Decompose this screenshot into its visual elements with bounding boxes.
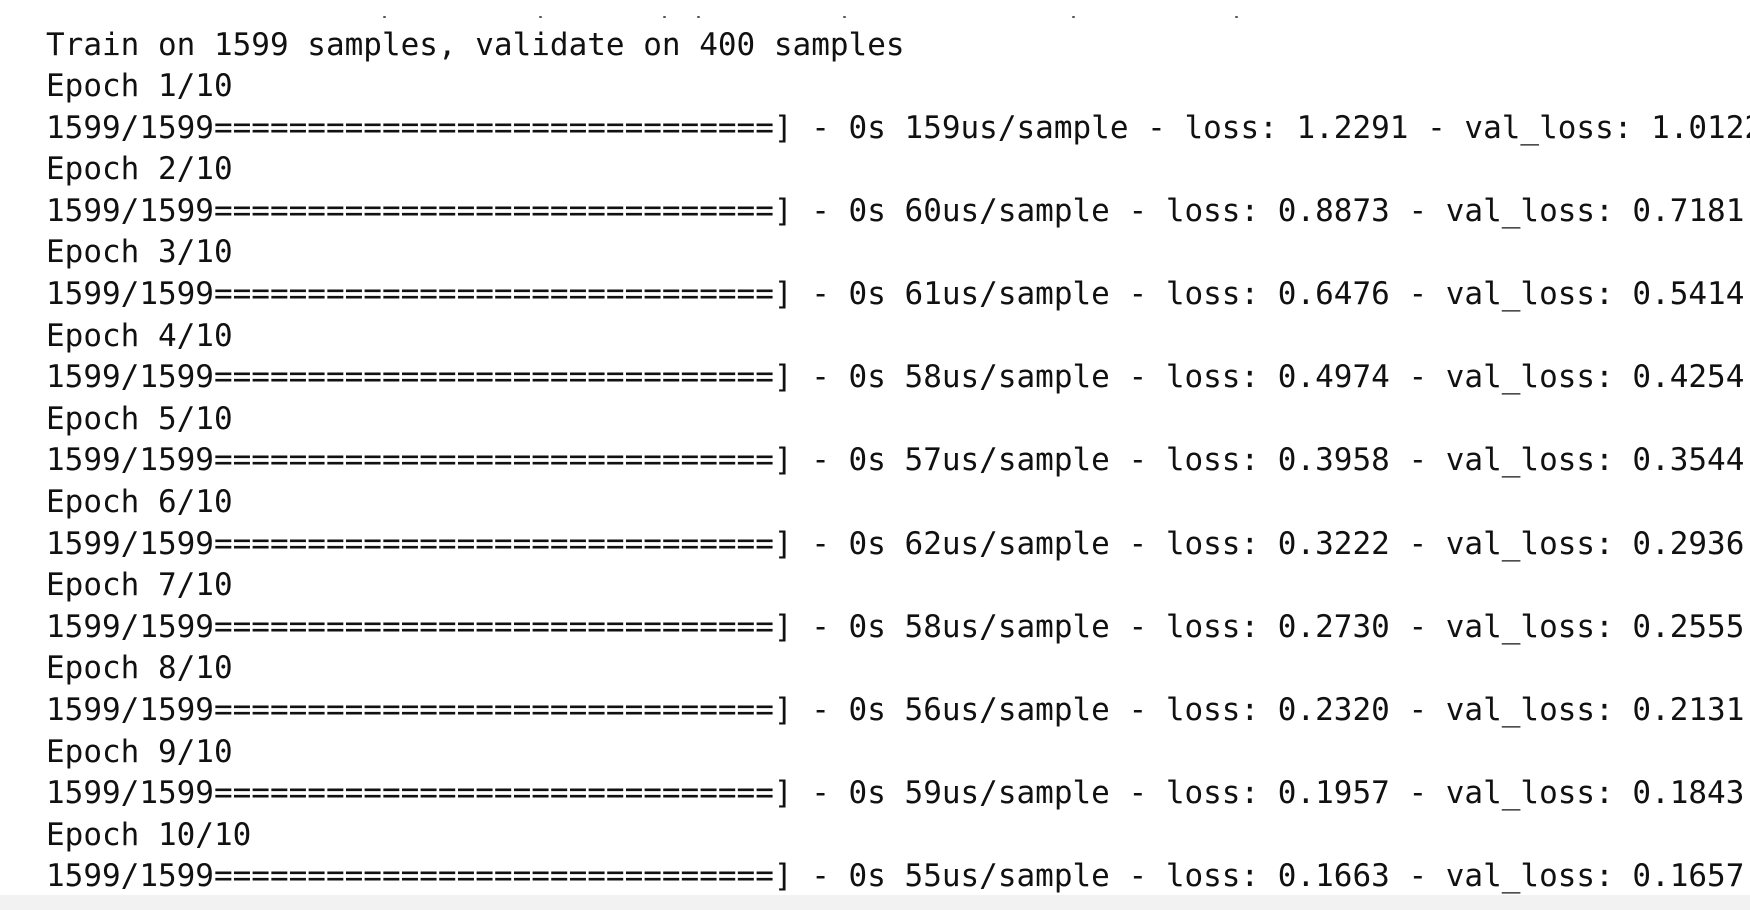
epoch-block: Epoch 5/10 1599/1599=====================…	[46, 399, 1745, 482]
epoch-label: Epoch 8/10	[46, 650, 233, 687]
epoch-progress-line: 1599/1599==============================]…	[46, 442, 1745, 479]
epoch-progress-line: 1599/1599==============================]…	[46, 192, 1745, 229]
epoch-block: Epoch 2/10 1599/1599=====================…	[46, 149, 1745, 232]
epoch-progress-line: 1599/1599==============================]…	[46, 691, 1745, 728]
bottom-edge	[0, 895, 1750, 910]
epoch-block: Epoch 6/10 1599/1599=====================…	[46, 482, 1745, 565]
epoch-progress-line: 1599/1599==============================]…	[46, 775, 1745, 812]
epoch-label: Epoch 7/10	[46, 567, 233, 604]
log-lines: Train on 1599 samples, validate on 400 s…	[46, 24, 1750, 898]
epoch-label: Epoch 6/10	[46, 483, 233, 520]
epoch-label: Epoch 1/10	[46, 68, 233, 104]
epoch-list: Epoch 1/10 1599/1599=====================…	[46, 66, 1750, 898]
epoch-label: Epoch 5/10	[46, 400, 233, 437]
epoch-block: Epoch 10/10 1599/1599====================…	[46, 815, 1745, 898]
epoch-block: Epoch 9/10 1599/1599=====================…	[46, 732, 1745, 815]
epoch-progress-line: 1599/1599==============================]…	[46, 525, 1745, 562]
epoch-label: Epoch 3/10	[46, 234, 233, 271]
epoch-block: Epoch 7/10 1599/1599=====================…	[46, 565, 1745, 648]
epoch-label: Epoch 10/10	[46, 816, 252, 853]
epoch-progress-line: 1599/1599==============================]…	[46, 858, 1745, 895]
epoch-progress-line: 1599/1599==============================]…	[46, 608, 1745, 645]
epoch-label: Epoch 9/10	[46, 733, 233, 770]
epoch-label: Epoch 4/10	[46, 317, 233, 354]
log-header-line: Train on 1599 samples, validate on 400 s…	[46, 27, 905, 63]
epoch-label: Epoch 2/10	[46, 151, 233, 188]
epoch-progress-line: 1599/1599==============================]…	[46, 275, 1745, 312]
epoch-block: Epoch 8/10 1599/1599=====================…	[46, 648, 1745, 731]
cropped-line-remnant	[0, 16, 1750, 20]
epoch-block: Epoch 1/10 1599/1599=====================…	[46, 66, 1750, 149]
epoch-block: Epoch 3/10 1599/1599=====================…	[46, 232, 1745, 315]
epoch-block: Epoch 4/10 1599/1599=====================…	[46, 316, 1745, 399]
epoch-progress-line: 1599/1599==============================]…	[46, 359, 1745, 396]
epoch-progress-line: 1599/1599==============================]…	[46, 109, 1750, 146]
